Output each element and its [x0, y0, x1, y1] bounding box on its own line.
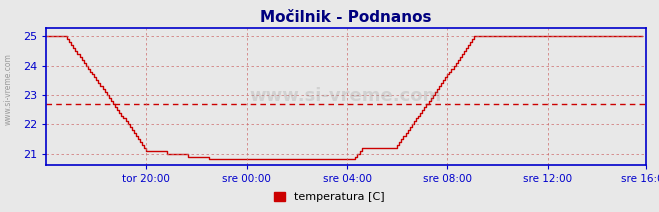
Text: www.si-vreme.com: www.si-vreme.com	[3, 53, 13, 125]
Title: Močilnik - Podnanos: Močilnik - Podnanos	[260, 10, 432, 25]
Legend: temperatura [C]: temperatura [C]	[270, 187, 389, 206]
Text: www.si-vreme.com: www.si-vreme.com	[250, 88, 442, 105]
